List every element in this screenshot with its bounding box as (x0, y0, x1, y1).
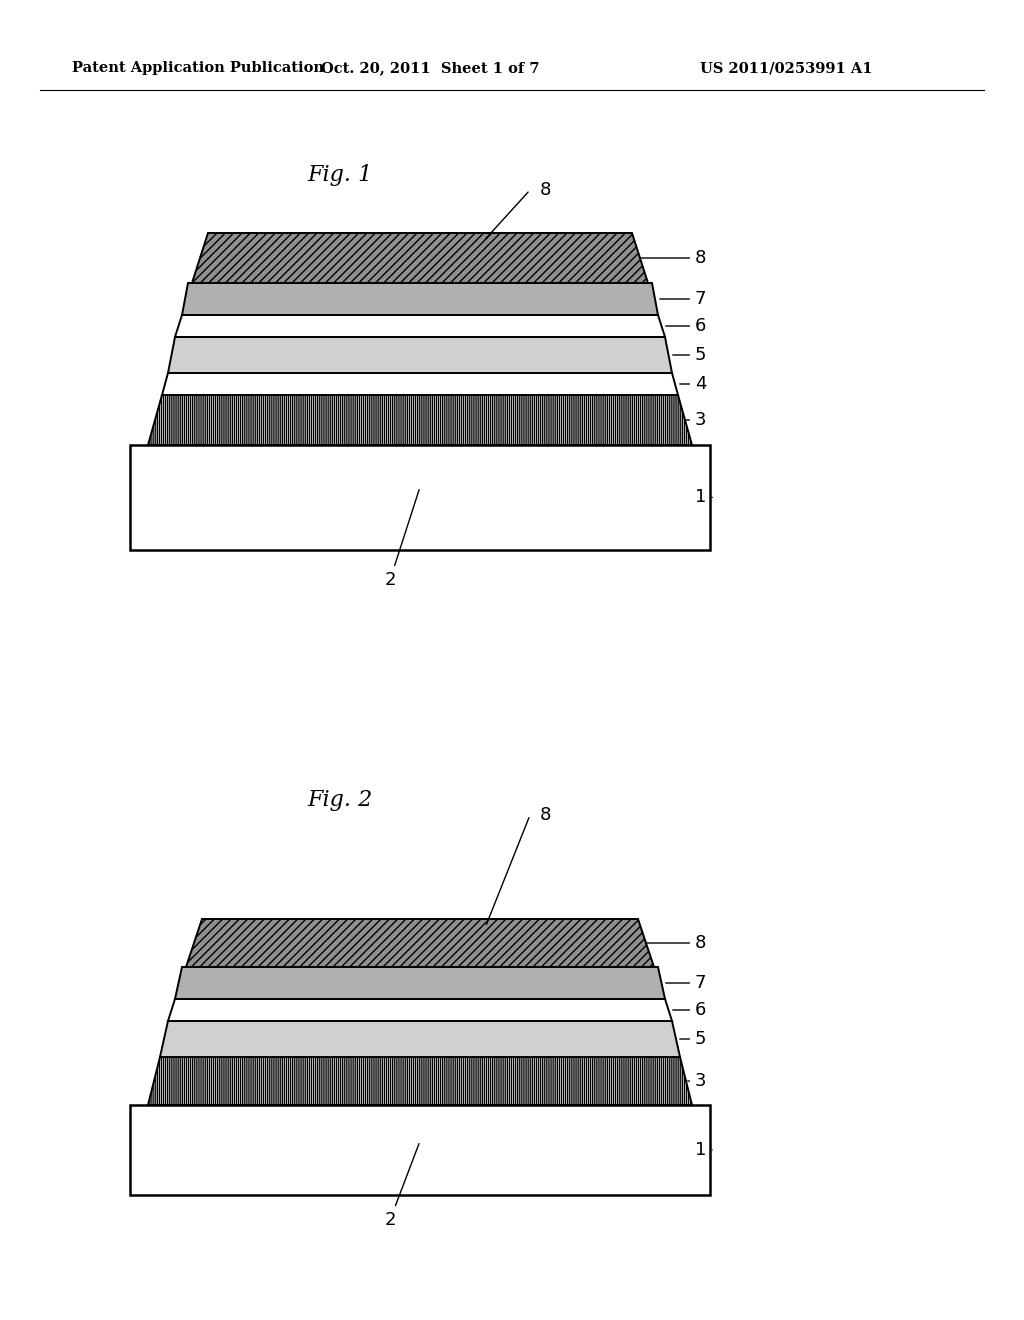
Text: 8: 8 (540, 807, 551, 824)
Polygon shape (168, 337, 672, 374)
Text: 3: 3 (688, 1072, 707, 1090)
Text: 8: 8 (540, 181, 551, 199)
Polygon shape (193, 234, 648, 282)
Polygon shape (148, 395, 692, 445)
Text: 2: 2 (384, 490, 419, 589)
Text: 1: 1 (695, 1140, 713, 1159)
Polygon shape (162, 374, 678, 395)
Text: 1: 1 (695, 488, 713, 507)
Polygon shape (148, 1057, 692, 1105)
Text: Oct. 20, 2011  Sheet 1 of 7: Oct. 20, 2011 Sheet 1 of 7 (321, 61, 540, 75)
Polygon shape (130, 445, 710, 550)
Text: 7: 7 (666, 974, 707, 993)
Polygon shape (175, 968, 665, 999)
Text: 6: 6 (666, 317, 707, 335)
Text: Fig. 2: Fig. 2 (307, 789, 373, 810)
Text: 5: 5 (673, 346, 707, 364)
Text: 5: 5 (680, 1030, 707, 1048)
Text: 4: 4 (680, 375, 707, 393)
Polygon shape (175, 315, 665, 337)
Polygon shape (186, 919, 654, 968)
Text: US 2011/0253991 A1: US 2011/0253991 A1 (700, 61, 872, 75)
Polygon shape (168, 999, 672, 1020)
Text: 6: 6 (673, 1001, 707, 1019)
Polygon shape (182, 282, 658, 315)
Polygon shape (130, 1105, 710, 1195)
Text: 7: 7 (659, 290, 707, 308)
Text: 8: 8 (646, 935, 707, 952)
Text: Fig. 1: Fig. 1 (307, 164, 373, 186)
Text: 8: 8 (640, 249, 707, 267)
Text: 2: 2 (384, 1143, 419, 1229)
Polygon shape (160, 1020, 680, 1057)
Text: 3: 3 (686, 411, 707, 429)
Text: Patent Application Publication: Patent Application Publication (72, 61, 324, 75)
